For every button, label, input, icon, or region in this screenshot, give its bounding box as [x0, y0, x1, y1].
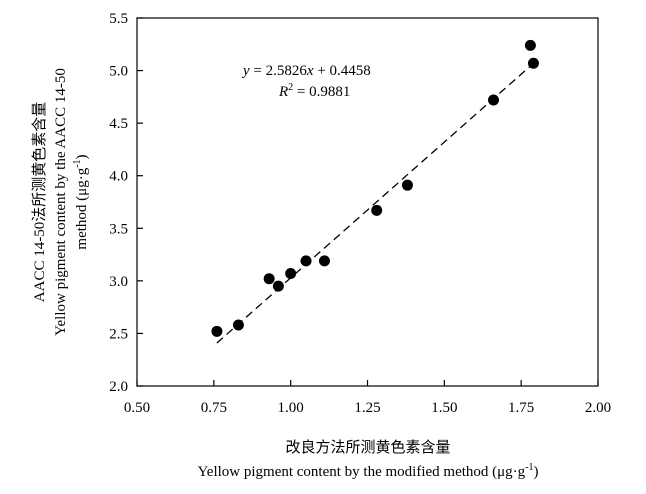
y-tick-label: 4.5 — [109, 116, 128, 132]
data-point — [524, 39, 536, 51]
data-point — [232, 319, 244, 331]
x-tick-label: 1.00 — [278, 400, 304, 416]
x-tick-label: 1.50 — [431, 400, 457, 416]
y-tick-label: 4.0 — [109, 169, 128, 185]
data-point — [527, 57, 539, 69]
x-tick-label: 2.00 — [585, 400, 611, 416]
x-tick-label: 0.50 — [124, 400, 150, 416]
data-point — [300, 255, 312, 267]
regression-equation: y = 2.5826x + 0.4458 — [241, 63, 371, 79]
data-points — [211, 39, 539, 337]
regression-line — [216, 60, 537, 344]
y-tick-label: 2.0 — [109, 379, 128, 395]
y-tick-label: 3.0 — [109, 274, 128, 290]
data-point — [285, 267, 297, 279]
x-tick-label: 1.75 — [508, 400, 534, 416]
y-tick-label: 2.5 — [109, 326, 128, 342]
regression-line-group — [216, 60, 537, 344]
data-point — [401, 179, 413, 191]
data-point — [211, 325, 223, 337]
y-axis-ticks: 2.0 2.5 3.0 3.5 4.0 4.5 5.0 5.5 — [109, 11, 143, 395]
x-tick-label: 0.75 — [201, 400, 227, 416]
data-point — [263, 273, 275, 285]
y-tick-label: 3.5 — [109, 221, 128, 237]
y-tick-label: 5.0 — [109, 64, 128, 80]
y-axis-label-line2: Yellow pigment content by the AACC 14-50 — [53, 68, 69, 336]
x-tick-label: 1.25 — [354, 400, 380, 416]
data-point — [318, 255, 330, 267]
data-point — [272, 280, 284, 292]
data-point — [371, 204, 383, 216]
y-axis-label-line3: method (μg·g-1) — [72, 154, 90, 249]
data-point — [488, 94, 500, 106]
x-axis-ticks: 0.50 0.75 1.00 1.25 1.50 1.75 2.00 — [124, 380, 611, 416]
y-axis-label-line1: AACC 14-50法所测黄色素含量 — [31, 102, 48, 302]
x-axis-label-en: Yellow pigment content by the modified m… — [197, 462, 538, 480]
x-axis-label-cn: 改良方法所测黄色素含量 — [285, 439, 450, 456]
y-tick-label: 5.5 — [109, 11, 128, 27]
r-squared: R2 = 0.9881 — [278, 82, 350, 100]
